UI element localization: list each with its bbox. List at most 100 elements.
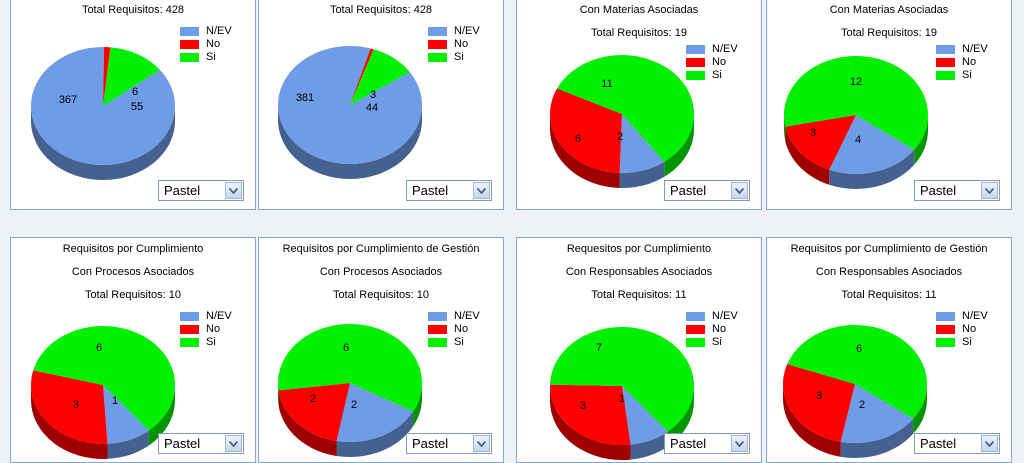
chevron-down-icon[interactable] xyxy=(731,435,748,452)
pie-slice-wall xyxy=(336,411,414,457)
pie-slice-wall xyxy=(619,161,665,188)
legend-label: N/EV xyxy=(206,310,232,322)
legend-swatch xyxy=(180,40,199,49)
pie-slice-wall xyxy=(550,386,631,460)
legend-item: Si xyxy=(936,69,988,82)
chevron-down-icon[interactable] xyxy=(981,182,998,199)
pie-chart: 4 3 12 xyxy=(784,56,928,189)
chart-panel: Requesitos por Cumplimiento Con Responsab… xyxy=(516,237,762,463)
pie-slice-no xyxy=(785,115,856,170)
pie-slice-nev xyxy=(619,114,665,174)
chart-legend: N/EV No Si xyxy=(936,310,988,349)
legend-label: Si xyxy=(454,51,464,63)
legend-label: No xyxy=(206,38,221,50)
chart-title-line: Con Responsables Asociados xyxy=(565,266,713,278)
palette-select[interactable]: Pastel xyxy=(158,433,244,454)
legend-item: Si xyxy=(936,336,988,349)
chart-legend: N/EV No Si xyxy=(936,43,988,82)
chevron-down-icon[interactable] xyxy=(981,435,998,452)
pie-value-label: 2 xyxy=(859,399,865,411)
chevron-down-icon[interactable] xyxy=(473,435,490,452)
palette-select[interactable]: Pastel xyxy=(664,180,750,201)
legend-item: N/EV xyxy=(428,310,480,323)
pie-value-label: 367 xyxy=(59,94,77,106)
pie-slice-wall xyxy=(913,384,927,434)
chevron-down-icon[interactable] xyxy=(225,182,242,199)
legend-label: No xyxy=(962,323,977,335)
pie-value-label: 2 xyxy=(310,393,316,405)
chart-title-line: Total Requisitos: 19 xyxy=(591,27,687,39)
legend-item: No xyxy=(180,323,232,336)
pie-value-label: 7 xyxy=(596,342,602,354)
legend-label: No xyxy=(712,323,727,335)
palette-select[interactable]: Pastel xyxy=(158,180,244,201)
pie-slice-no xyxy=(550,384,631,445)
pie-slice-wall xyxy=(413,383,422,427)
palette-select[interactable]: Pastel xyxy=(914,433,1000,454)
palette-select[interactable]: Pastel xyxy=(664,433,750,454)
legend-item: No xyxy=(180,38,232,51)
legend-swatch xyxy=(180,312,199,321)
chart-panel: Requisitos por Cumplimiento de Gestión Co… xyxy=(258,237,504,463)
palette-select-value: Pastel xyxy=(920,436,957,451)
pie-slice-no xyxy=(350,48,374,105)
palette-select-value: Pastel xyxy=(164,436,201,451)
legend-swatch xyxy=(428,27,447,36)
pie-slice-si xyxy=(557,55,694,162)
pie-value-label: 2 xyxy=(351,399,357,411)
legend-item: N/EV xyxy=(180,25,232,38)
chart-legend: N/EV No Si xyxy=(686,43,738,82)
legend-item: Si xyxy=(428,51,480,64)
chart-legend: N/EV No Si xyxy=(180,25,232,64)
pie-slice-nev xyxy=(103,385,149,444)
pie-slice-nev xyxy=(622,386,668,445)
pie-slice-wall xyxy=(148,385,175,446)
palette-select-value: Pastel xyxy=(412,183,449,198)
chevron-down-icon[interactable] xyxy=(225,435,242,452)
chevron-down-icon[interactable] xyxy=(731,182,748,199)
palette-select-value: Pastel xyxy=(670,436,707,451)
legend-label: N/EV xyxy=(206,25,232,37)
legend-label: N/EV xyxy=(962,310,988,322)
legend-label: No xyxy=(454,323,469,335)
legend-item: No xyxy=(686,56,738,69)
legend-item: No xyxy=(428,323,480,336)
pie-value-label: 2 xyxy=(617,131,623,143)
palette-select[interactable]: Pastel xyxy=(406,433,492,454)
pie-slice-wall xyxy=(783,384,841,457)
chart-panel: Requisitos por Cumplimiento de GestionTo… xyxy=(258,0,504,210)
legend-swatch xyxy=(686,312,705,321)
palette-select[interactable]: Pastel xyxy=(914,180,1000,201)
legend-item: N/EV xyxy=(936,43,988,56)
pie-slice-wall xyxy=(31,106,175,180)
pie-slice-wall xyxy=(914,115,928,165)
legend-label: No xyxy=(712,56,727,68)
legend-item: N/EV xyxy=(686,43,738,56)
legend-item: Si xyxy=(686,336,738,349)
pie-slice-wall xyxy=(550,114,620,188)
chart-title-line: Total Requisitos: 428 xyxy=(329,4,433,16)
pie-slice-no xyxy=(550,88,622,173)
pie-slice-wall xyxy=(829,149,915,189)
palette-select-value: Pastel xyxy=(670,183,707,198)
pie-slice-si xyxy=(278,324,422,412)
pie-slice-nev xyxy=(278,46,422,165)
chart-title-line: Con Responsables Asociados xyxy=(815,266,963,278)
pie-value-label: 44 xyxy=(366,102,378,114)
chart-title-line: Total Requisitos: 11 xyxy=(841,289,937,301)
legend-item: No xyxy=(936,56,988,69)
palette-select[interactable]: Pastel xyxy=(406,180,492,201)
legend-label: Si xyxy=(206,336,216,348)
pie-slice-wall xyxy=(667,386,694,447)
legend-item: No xyxy=(428,38,480,51)
legend-item: Si xyxy=(686,69,738,82)
chart-title-line: Con Materias Asociadas xyxy=(579,4,699,16)
pie-slice-no xyxy=(103,47,111,106)
palette-select-value: Pastel xyxy=(412,436,449,451)
pie-value-label: 4 xyxy=(855,134,861,146)
legend-swatch xyxy=(686,325,705,334)
legend-swatch xyxy=(686,338,705,347)
legend-swatch xyxy=(936,45,955,54)
chevron-down-icon[interactable] xyxy=(473,182,490,199)
legend-label: Si xyxy=(962,336,972,348)
